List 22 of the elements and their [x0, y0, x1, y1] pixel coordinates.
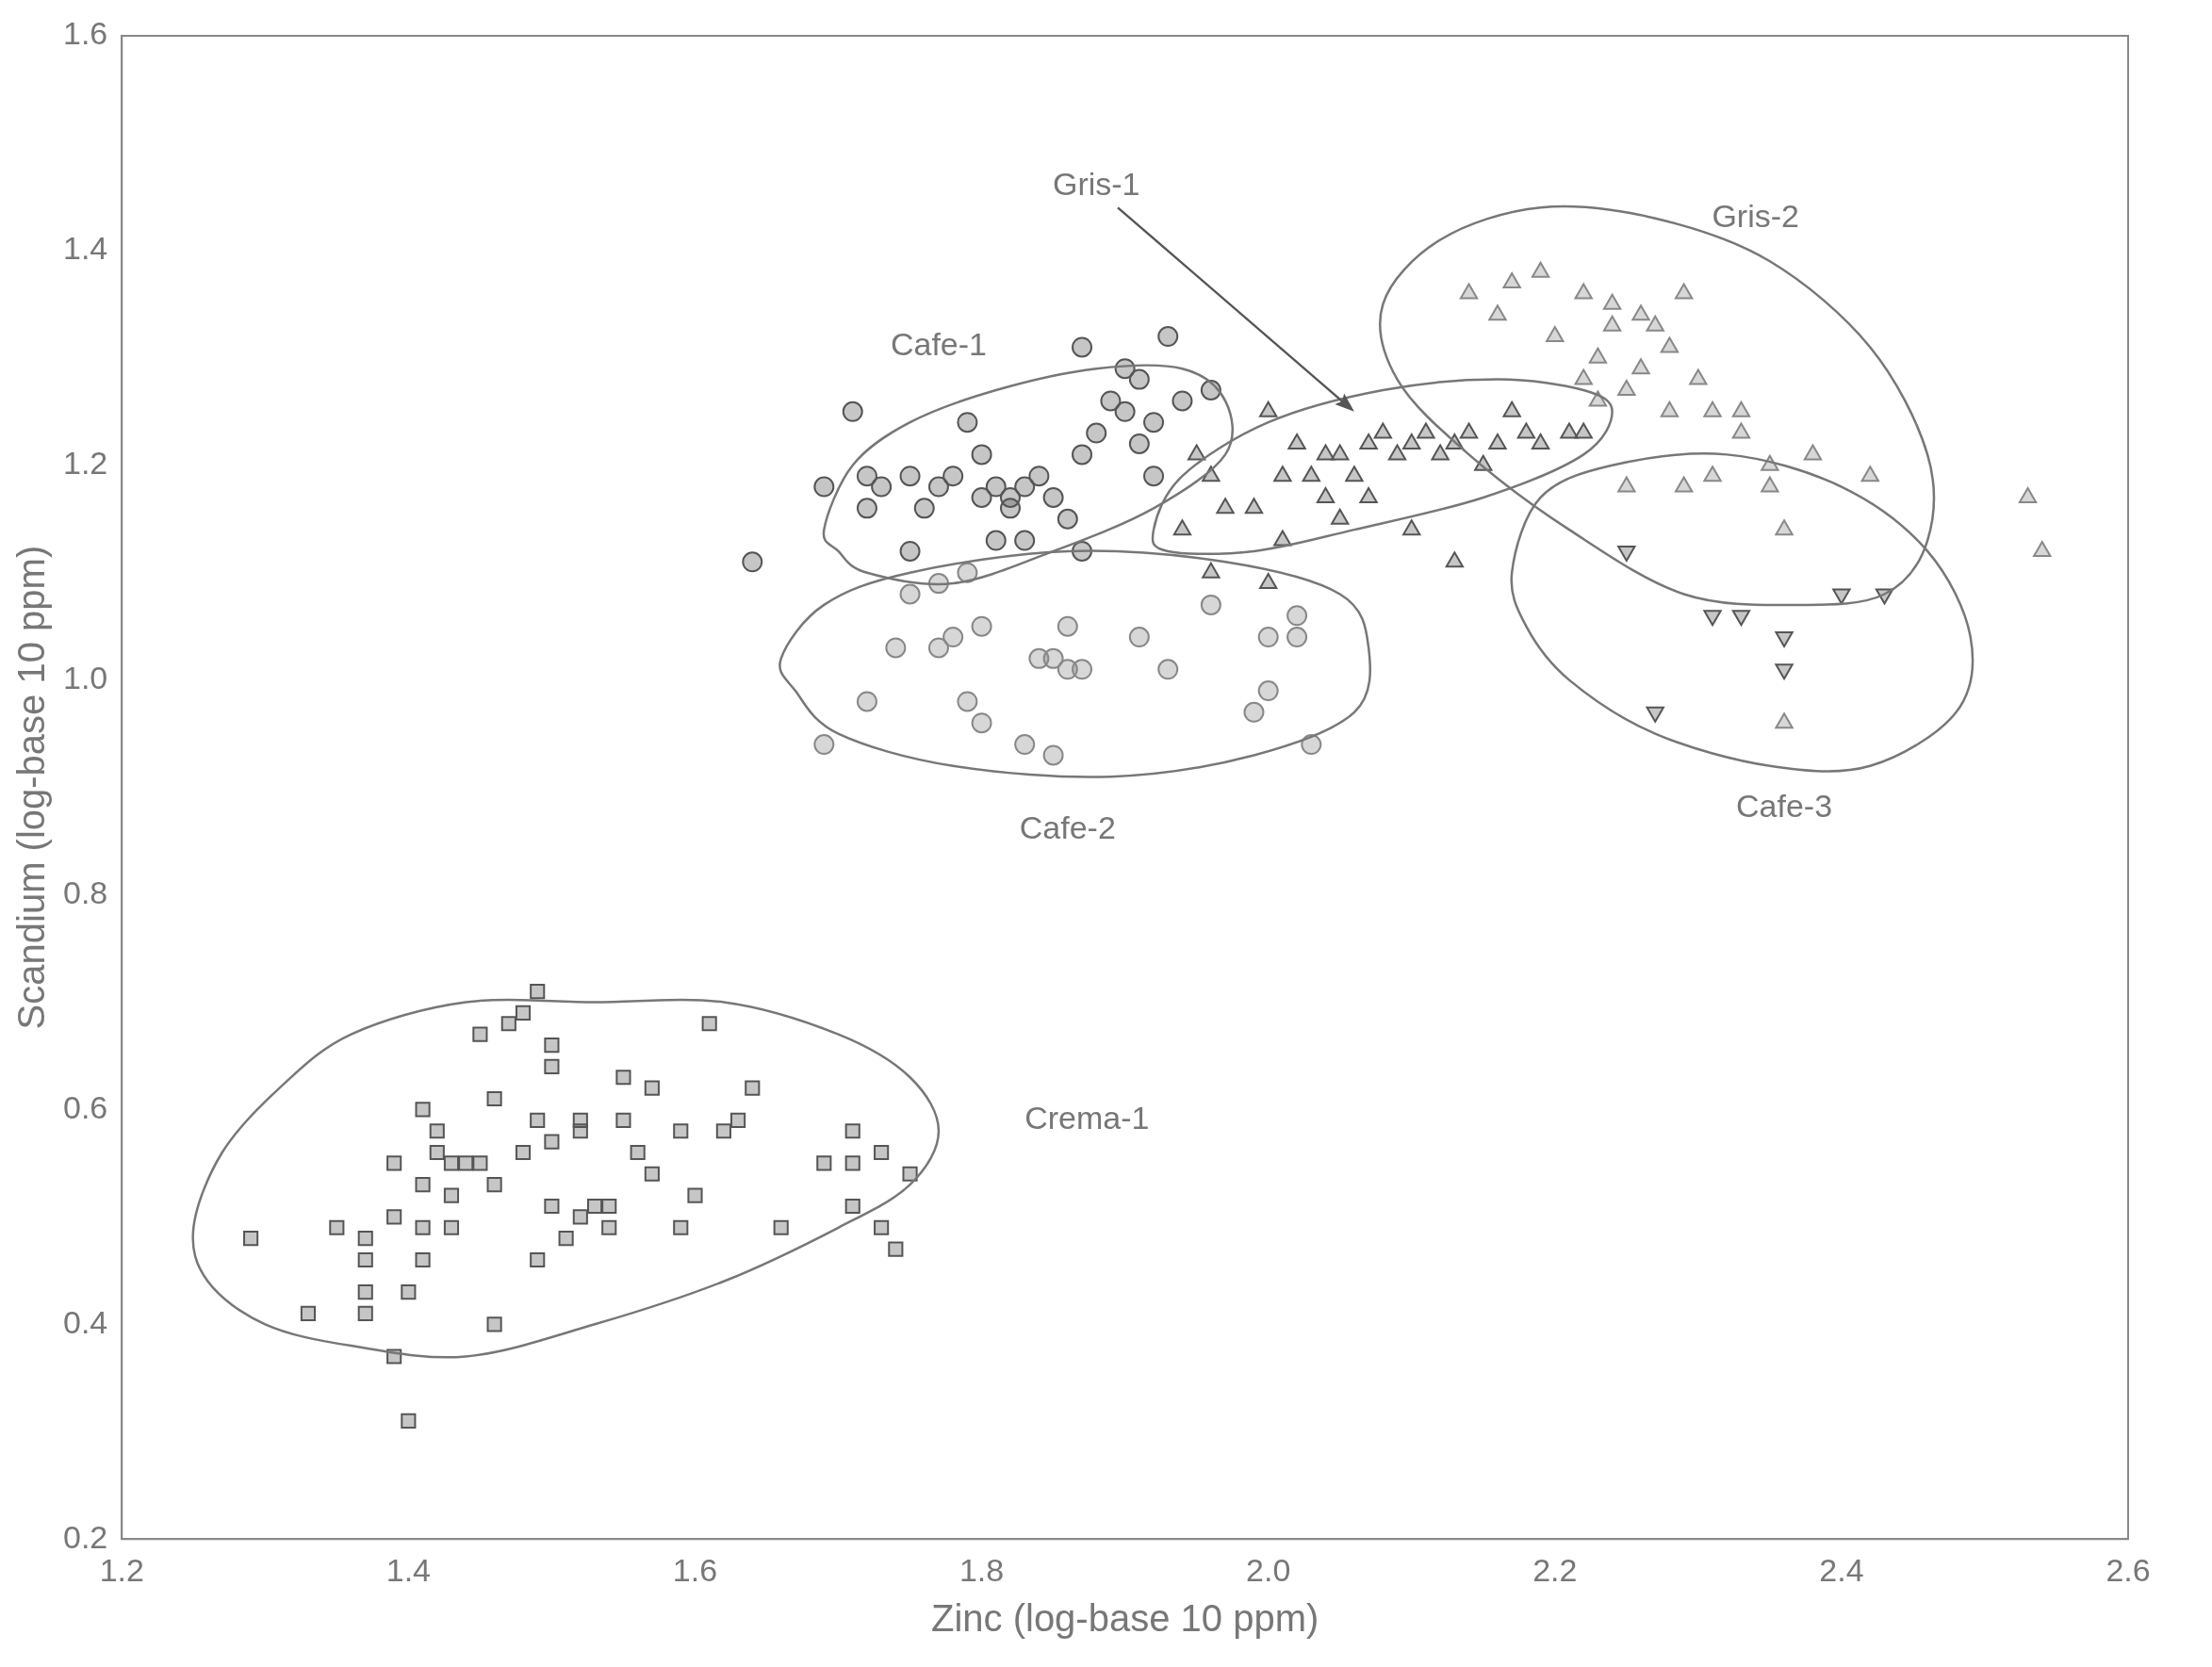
x-tick-label: 1.8: [959, 1551, 1005, 1588]
annotation: Gris-2: [1712, 197, 1799, 234]
annotation: Cafe-1: [890, 326, 987, 363]
annotation: Cafe-2: [1019, 809, 1116, 846]
x-axis-title: Zinc (log-base 10 ppm): [930, 1597, 1319, 1640]
x-tick-label: 2.2: [1532, 1551, 1578, 1588]
y-tick-label: 0.8: [63, 874, 108, 910]
annotation: Cafe-3: [1736, 788, 1833, 825]
y-tick-label: 0.4: [63, 1303, 108, 1340]
y-tick-label: 1.0: [63, 660, 108, 696]
annotation: Gris-1: [1052, 165, 1140, 202]
x-tick-label: 2.4: [1819, 1551, 1864, 1588]
y-axis-title: Scandium (log-base 10 ppm): [10, 545, 53, 1030]
x-tick-label: 1.4: [385, 1551, 431, 1588]
y-tick-label: 0.6: [63, 1088, 108, 1125]
annotation: Crema-1: [1024, 1099, 1150, 1136]
x-tick-label: 2.0: [1246, 1551, 1291, 1588]
y-tick-label: 1.6: [63, 15, 108, 52]
y-tick-label: 1.2: [63, 445, 108, 482]
y-tick-label: 1.4: [63, 230, 108, 267]
x-tick-label: 1.6: [672, 1551, 718, 1588]
x-tick-label: 2.6: [2105, 1551, 2151, 1588]
